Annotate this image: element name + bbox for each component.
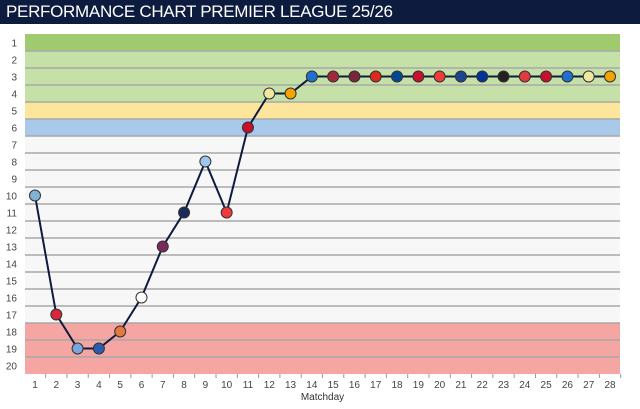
x-tick-label: 13 (285, 380, 297, 391)
team-logo-marker (50, 308, 63, 321)
y-tick-label: 5 (11, 107, 17, 118)
x-tick-label: 18 (391, 380, 403, 391)
team-logo-marker (327, 70, 340, 83)
x-tick-label: 1 (32, 380, 38, 391)
team-logo-marker (220, 206, 233, 219)
team-logo-marker (263, 87, 276, 100)
y-tick-label: 16 (6, 294, 18, 305)
x-tick-label: 8 (181, 380, 187, 391)
team-logo-marker (412, 70, 425, 83)
team-logo-marker (241, 121, 254, 134)
y-tick-label: 14 (6, 260, 18, 271)
team-logo-marker (156, 240, 169, 253)
team-logo-marker (284, 87, 297, 100)
x-tick-label: 21 (455, 380, 467, 391)
x-tick-label: 10 (221, 380, 233, 391)
y-tick-label: 7 (11, 141, 17, 152)
x-tick-label: 25 (541, 380, 553, 391)
y-tick-label: 2 (11, 56, 17, 67)
x-tick-label: 19 (413, 380, 425, 391)
x-tick-label: 9 (203, 380, 209, 391)
x-tick-label: 24 (519, 380, 531, 391)
team-logo-marker (433, 70, 446, 83)
team-logo-marker (135, 291, 148, 304)
team-logo-marker (582, 70, 595, 83)
y-tick-label: 13 (6, 243, 18, 254)
y-tick-label: 3 (11, 73, 17, 84)
x-tick-label: 27 (583, 380, 595, 391)
team-logo-marker (348, 70, 361, 83)
series-line (34, 75, 610, 350)
x-tick-label: 26 (562, 380, 574, 391)
team-logo-marker (199, 155, 212, 168)
team-logo-marker (476, 70, 489, 83)
x-tick-label: 7 (160, 380, 166, 391)
x-axis-label: Matchday (301, 392, 344, 403)
y-tick-label: 11 (7, 209, 18, 220)
team-logo-marker (305, 70, 318, 83)
y-tick-label: 15 (6, 277, 18, 288)
team-logo-marker (114, 325, 127, 338)
x-tick-label: 12 (264, 380, 276, 391)
y-tick-label: 6 (11, 124, 17, 135)
x-tick-label: 4 (96, 380, 102, 391)
team-logo-marker (561, 70, 574, 83)
x-tick-label: 5 (117, 380, 123, 391)
x-tick-label: 6 (139, 380, 145, 391)
y-tick-label: 4 (11, 90, 17, 101)
team-logo-marker (604, 70, 616, 83)
x-tick-label: 23 (498, 380, 510, 391)
y-tick-label: 18 (6, 328, 18, 339)
x-tick-label: 17 (370, 380, 382, 391)
y-tick-label: 17 (6, 311, 18, 322)
x-tick-label: 22 (477, 380, 489, 391)
team-logo-marker (540, 70, 553, 83)
team-logo-marker (369, 70, 382, 83)
team-logo-marker (178, 206, 191, 219)
y-tick-label: 12 (6, 226, 18, 237)
x-tick-label: 15 (328, 380, 340, 391)
team-logo-marker (518, 70, 531, 83)
team-logo-marker (29, 189, 41, 202)
band (25, 136, 620, 323)
band (25, 119, 620, 136)
y-tick-label: 19 (6, 345, 18, 356)
team-logo-marker (71, 342, 84, 355)
y-tick-label: 8 (11, 158, 17, 169)
team-logo-marker (391, 70, 404, 83)
x-tick-label: 2 (54, 380, 60, 391)
y-tick-label: 10 (6, 192, 18, 203)
x-tick-label: 20 (434, 380, 446, 391)
team-logo-marker (92, 342, 105, 355)
y-tick-label: 1 (11, 39, 17, 50)
x-tick-label: 11 (243, 380, 254, 391)
x-tick-label: 14 (306, 380, 318, 391)
page-title: PERFORMANCE CHART PREMIER LEAGUE 25/26 (0, 0, 640, 24)
y-tick-label: 9 (11, 175, 17, 186)
y-tick-label: 20 (6, 362, 18, 373)
x-tick-label: 28 (604, 380, 616, 391)
team-logo-marker (497, 70, 510, 83)
x-tick-label: 16 (349, 380, 361, 391)
team-logo-marker (454, 70, 467, 83)
band (25, 102, 620, 119)
x-tick-label: 3 (75, 380, 81, 391)
band (25, 34, 620, 51)
